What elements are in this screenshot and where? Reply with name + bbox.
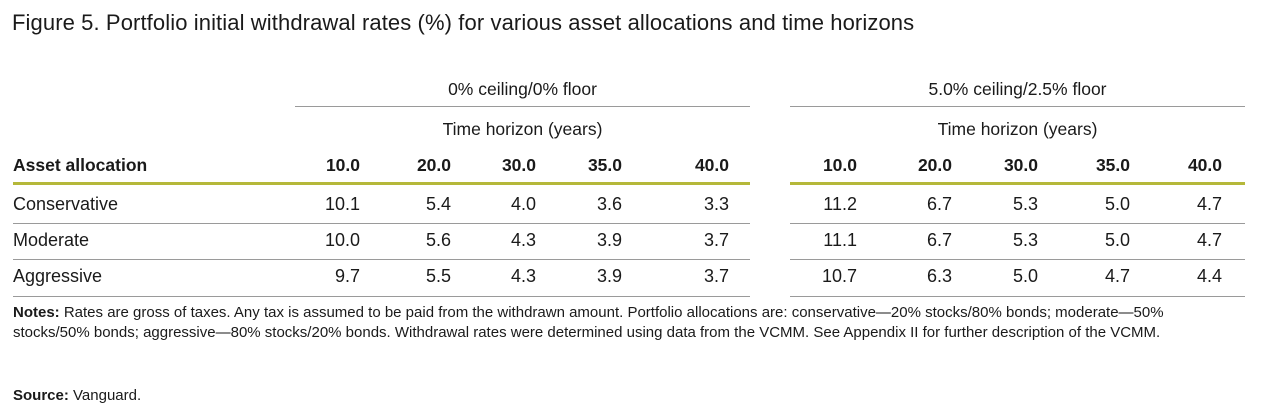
g2-col-header: 35.0 xyxy=(1095,155,1130,175)
g1-col-header: 10.0 xyxy=(325,155,360,175)
row-divider xyxy=(13,223,750,224)
table-cell: 11.1 xyxy=(823,230,857,250)
notes-label: Notes: xyxy=(13,304,60,321)
row-divider xyxy=(790,259,1245,260)
table-cell: 4.7 xyxy=(1196,194,1222,214)
row-label-header: Asset allocation xyxy=(13,155,148,175)
table-cell: 10.0 xyxy=(324,230,360,250)
group-2-subtitle: Time horizon (years) xyxy=(937,119,1098,139)
table-cell: 3.6 xyxy=(596,194,622,214)
row-divider xyxy=(13,296,750,297)
notes: Notes: Rates are gross of taxes. Any tax… xyxy=(13,303,1233,343)
g1-col-header: 35.0 xyxy=(587,155,622,175)
group-1-title: 0% ceiling/0% floor xyxy=(448,79,597,99)
group-2-rule xyxy=(790,106,1245,107)
g1-col-header: 20.0 xyxy=(416,155,451,175)
table-cell: 4.7 xyxy=(1104,266,1130,286)
table-cell: 3.3 xyxy=(703,194,729,214)
table-cell: 4.3 xyxy=(510,230,536,250)
g1-col-header: 40.0 xyxy=(694,155,729,175)
g2-col-header: 30.0 xyxy=(1003,155,1038,175)
table-cell: 5.0 xyxy=(1104,194,1130,214)
figure-title: Figure 5. Portfolio initial withdrawal r… xyxy=(12,10,915,35)
table-cell: 10.1 xyxy=(324,194,360,214)
group-1-subtitle: Time horizon (years) xyxy=(442,119,603,139)
table-cell: 4.4 xyxy=(1196,266,1222,286)
g2-col-header: 20.0 xyxy=(917,155,952,175)
group-1-rule xyxy=(295,106,750,107)
source-label: Source: xyxy=(13,387,69,404)
table-cell: 3.7 xyxy=(703,230,729,250)
row-divider xyxy=(790,296,1245,297)
table-cell: 3.9 xyxy=(596,230,622,250)
row-label: Conservative xyxy=(13,194,119,214)
header-accent-rule xyxy=(790,182,1245,185)
row-label: Moderate xyxy=(13,230,90,250)
g2-col-header: 40.0 xyxy=(1187,155,1222,175)
source-text: Vanguard. xyxy=(73,387,142,404)
table-cell: 5.0 xyxy=(1104,230,1130,250)
row-label: Aggressive xyxy=(13,266,103,286)
table-cell: 5.5 xyxy=(425,266,451,286)
table-cell: 6.7 xyxy=(926,194,952,214)
table-cell: 5.6 xyxy=(425,230,451,250)
table-cell: 5.4 xyxy=(425,194,451,214)
header-accent-rule xyxy=(13,182,750,185)
row-divider xyxy=(13,259,750,260)
source: Source: Vanguard. xyxy=(13,387,141,404)
table-cell: 5.3 xyxy=(1012,230,1038,250)
table-cell: 3.7 xyxy=(703,266,729,286)
g1-col-header: 30.0 xyxy=(501,155,536,175)
table-cell: 5.3 xyxy=(1012,194,1038,214)
table-cell: 6.7 xyxy=(926,230,952,250)
table-cell: 6.3 xyxy=(926,266,952,286)
notes-text: Rates are gross of taxes. Any tax is ass… xyxy=(13,304,1164,341)
table-cell: 5.0 xyxy=(1012,266,1038,286)
table-cell: 4.0 xyxy=(510,194,536,214)
row-divider xyxy=(790,223,1245,224)
table-cell: 9.7 xyxy=(334,266,360,286)
table-cell: 11.2 xyxy=(823,194,857,214)
group-2-title: 5.0% ceiling/2.5% floor xyxy=(928,79,1107,99)
g2-col-header: 10.0 xyxy=(822,155,857,175)
table-cell: 10.7 xyxy=(821,266,857,286)
table-cell: 4.3 xyxy=(510,266,536,286)
table-cell: 4.7 xyxy=(1196,230,1222,250)
table-cell: 3.9 xyxy=(596,266,622,286)
